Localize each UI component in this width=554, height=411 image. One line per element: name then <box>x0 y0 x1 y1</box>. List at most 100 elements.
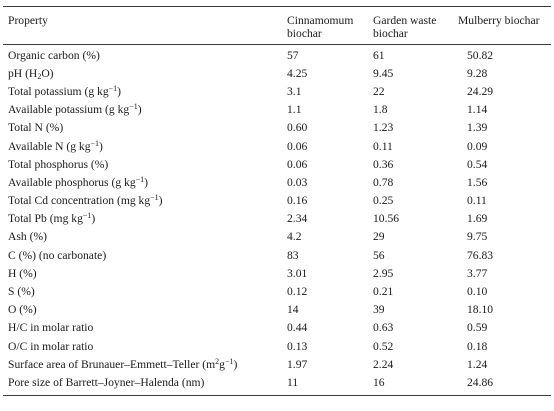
mulberry-value: 50.82 <box>467 48 494 62</box>
superscript: −1 <box>224 356 234 366</box>
table-row: Ash (%) 4.2 29 9.75 <box>3 228 551 246</box>
property-text: ) <box>144 175 149 189</box>
superscript: −1 <box>90 138 100 148</box>
property-cell: H/C in molar ratio <box>3 319 282 337</box>
table-row: Available N (g kg−1) 0.06 0.11 0.09 <box>3 137 551 155</box>
property-text: ) <box>137 103 142 117</box>
property-cell: Available phosphorus (g kg−1) <box>3 173 282 191</box>
cinnamomum-value: 0.44 <box>287 321 308 335</box>
table-body: Organic carbon (%) 57 61 50.82 pH (H2O) 4.25 9… <box>3 44 551 392</box>
table-row: Available phosphorus (g kg−1) 0.03 0.78 1.5… <box>3 173 551 191</box>
property-text: ) <box>99 139 103 153</box>
mulberry-value: 1.14 <box>467 103 488 117</box>
cinnamomum-value: 3.1 <box>287 84 302 98</box>
mulberry-value: 1.69 <box>467 212 488 226</box>
cinnamomum-value: 57 <box>287 48 299 62</box>
header-row: Property Cinnamomum biochar Garden waste… <box>3 7 551 44</box>
property-text: H/C in molar ratio <box>8 321 94 335</box>
superscript: −1 <box>135 174 145 184</box>
superscript: −1 <box>108 83 118 93</box>
table-row: Total Cd concentration (mg kg−1) 0.16 0.25… <box>3 192 551 210</box>
property-cell: Total Cd concentration (mg kg−1) <box>3 192 282 210</box>
table-row: Total N (%) 0.60 1.23 1.39 <box>3 119 551 137</box>
property-text: pH (H <box>8 66 38 80</box>
property-cell: Pore size of Barrett–Joyner–Halenda (nm) <box>3 373 282 391</box>
property-text: ) <box>158 194 163 208</box>
mulberry-value: 76.83 <box>467 248 494 262</box>
cinnamomum-value: 0.13 <box>287 339 308 353</box>
property-text: Total Cd concentration (mg kg <box>8 194 151 208</box>
table-row: H/C in molar ratio 0.44 0.63 0.59 <box>3 319 551 337</box>
table-row: Pore size of Barrett–Joyner–Halenda (nm)… <box>3 373 551 391</box>
property-text: Total potassium (g kg <box>8 84 109 98</box>
property-text: O/C in molar ratio <box>8 339 94 353</box>
header-garden-waste: Garden waste biochar <box>373 14 437 40</box>
garden-waste-value: 9.45 <box>373 66 394 80</box>
table-row: C (%) (no carbonate) 83 56 76.83 <box>3 246 551 264</box>
mulberry-value: 0.54 <box>467 157 488 171</box>
property-cell: Total N (%) <box>3 119 282 137</box>
property-cell: S (%) <box>3 282 282 300</box>
table-bottom-rule <box>3 394 551 396</box>
garden-waste-value: 2.95 <box>373 266 394 280</box>
mulberry-value: 3.77 <box>467 266 488 280</box>
cinnamomum-value: 1.97 <box>287 357 308 371</box>
header-rule <box>3 44 551 45</box>
table-row: Surface area of Brunauer–Emmett–Teller (… <box>3 355 551 373</box>
garden-waste-value: 61 <box>373 48 385 62</box>
cinnamomum-value: 11 <box>287 375 299 389</box>
cinnamomum-value: 3.01 <box>287 266 308 280</box>
cinnamomum-value: 1.1 <box>287 103 302 117</box>
property-text: Surface area of Brunauer–Emmett–Teller (… <box>8 357 216 371</box>
superscript: −1 <box>150 193 159 203</box>
mulberry-value: 0.10 <box>467 285 488 299</box>
garden-waste-value: 29 <box>373 230 385 244</box>
table-row: Total phosphorus (%) 0.06 0.36 0.54 <box>3 155 551 173</box>
mulberry-value: 24.86 <box>467 375 494 389</box>
garden-waste-value: 0.52 <box>373 339 394 353</box>
property-text: Total phosphorus (%) <box>8 157 109 171</box>
mulberry-value: 0.09 <box>467 139 488 153</box>
property-cell: Surface area of Brunauer–Emmett–Teller (… <box>3 355 282 373</box>
mulberry-value: 0.59 <box>467 321 488 335</box>
mulberry-value: 1.24 <box>467 357 488 371</box>
property-cell: Available potassium (g kg−1) <box>3 101 282 119</box>
table-row: H (%) 3.01 2.95 3.77 <box>3 264 551 282</box>
property-cell: Organic carbon (%) <box>3 44 282 64</box>
superscript: 2 <box>215 356 220 366</box>
subscript: 2 <box>37 71 42 81</box>
property-text: Available N (g kg <box>8 139 91 153</box>
cinnamomum-value: 2.34 <box>287 212 308 226</box>
property-text: Available potassium (g kg <box>8 103 130 117</box>
biochar-properties-table: Property Cinnamomum biochar Garden waste… <box>3 7 551 392</box>
mulberry-value: 9.75 <box>467 230 488 244</box>
garden-waste-value: 16 <box>373 375 385 389</box>
garden-waste-value: 2.24 <box>373 357 394 371</box>
garden-waste-value: 1.23 <box>373 121 394 135</box>
cinnamomum-value: 0.06 <box>287 139 308 153</box>
property-text: H (%) <box>8 266 37 280</box>
property-cell: Available N (g kg−1) <box>3 137 282 155</box>
garden-waste-value: 0.11 <box>373 139 393 153</box>
mulberry-value: 0.11 <box>467 194 487 208</box>
property-text: ) <box>233 357 238 371</box>
superscript: −1 <box>129 102 138 112</box>
cinnamomum-value: 0.03 <box>287 175 308 189</box>
mulberry-value: 18.10 <box>467 303 494 317</box>
mulberry-value: 24.29 <box>467 84 494 98</box>
garden-waste-value: 0.63 <box>373 321 394 335</box>
header-mulberry: Mulberry biochar <box>458 14 540 27</box>
property-cell: H (%) <box>3 264 282 282</box>
header-property: Property <box>8 14 48 27</box>
superscript: −1 <box>82 211 92 221</box>
property-text: ) <box>117 84 122 98</box>
property-text: g <box>219 357 225 371</box>
cinnamomum-value: 0.60 <box>287 121 308 135</box>
table-row: Total Pb (mg kg−1) 2.34 10.56 1.69 <box>3 210 551 228</box>
table-header: Property Cinnamomum biochar Garden waste… <box>3 7 551 44</box>
table-row: Total potassium (g kg−1) 3.1 22 24.29 <box>3 82 551 100</box>
property-text: S (%) <box>8 285 35 299</box>
property-cell: Total phosphorus (%) <box>3 155 282 173</box>
mulberry-value: 1.56 <box>467 175 488 189</box>
table-row: O/C in molar ratio 0.13 0.52 0.18 <box>3 337 551 355</box>
